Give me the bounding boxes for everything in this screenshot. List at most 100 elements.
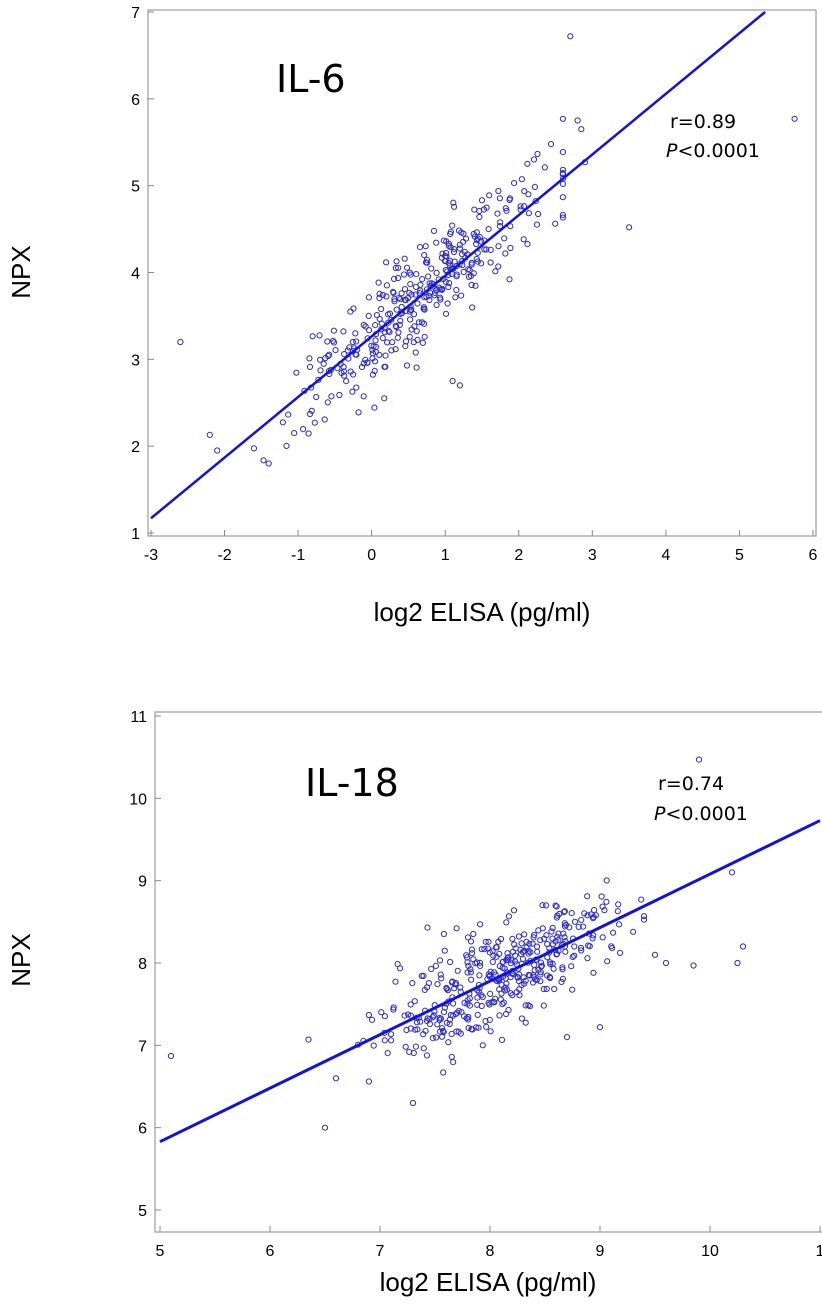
il6-data-point — [393, 258, 400, 265]
il18-data-point — [543, 985, 550, 993]
il6-data-point — [442, 266, 449, 274]
il18-data-point — [422, 1027, 429, 1035]
il18-data-point — [534, 948, 541, 955]
il18-data-point — [568, 910, 575, 917]
il18-data-point — [525, 971, 533, 978]
il18-data-point — [556, 910, 563, 918]
il6-data-point — [398, 290, 405, 297]
il18-data-point — [465, 1013, 472, 1021]
il18-x-tick-label: 1 — [816, 1243, 822, 1260]
il6-data-point — [458, 292, 465, 299]
il6-data-point — [503, 207, 510, 214]
il6-data-point — [320, 360, 327, 367]
il6-data-point — [442, 257, 449, 265]
il18-data-point — [412, 1043, 419, 1050]
il6-data-point — [442, 278, 449, 285]
il18-data-point — [503, 919, 510, 926]
il18-data-point — [455, 1007, 462, 1015]
il6-data-point — [317, 367, 324, 374]
il6-data-point — [502, 205, 509, 212]
il6-data-point — [419, 339, 426, 346]
il6-data-point — [501, 235, 508, 242]
il18-data-point — [388, 1037, 395, 1044]
il6-data-point — [474, 235, 481, 242]
il18-data-point — [466, 995, 473, 1002]
il18-data-point — [429, 1035, 436, 1042]
il6-data-point — [385, 319, 392, 326]
il18-data-point — [423, 1052, 431, 1059]
il6-data-point — [421, 333, 428, 340]
il6-data-point — [443, 253, 450, 260]
il6-data-point — [406, 333, 413, 340]
il18-data-point — [498, 1036, 506, 1044]
il18-data-point — [468, 946, 475, 953]
il18-data-point — [481, 946, 488, 953]
il18-data-point — [526, 1003, 534, 1010]
il6-data-point — [347, 368, 354, 375]
il18-data-point — [554, 912, 561, 919]
il18-x-axis-ticks: 5 6 7 8 9 10 1 — [156, 1226, 822, 1260]
il6-data-point — [559, 171, 567, 178]
il18-y-tick-label: 6 — [138, 1121, 147, 1138]
il6-y-tick-label: 5 — [131, 179, 140, 196]
il18-data-point — [465, 962, 472, 970]
il18-data-point — [510, 907, 518, 914]
il6-data-point — [392, 264, 399, 271]
il18-data-point — [448, 1030, 455, 1038]
il18-data-point — [473, 959, 481, 966]
il6-data-point — [349, 338, 356, 346]
il18-x-tick-label: 5 — [156, 1243, 165, 1260]
il6-data-point — [340, 328, 347, 335]
il6-x-tick-label: 5 — [735, 547, 744, 564]
il6-data-point — [534, 150, 541, 158]
il6-data-point — [395, 329, 402, 336]
il6-data-point — [365, 294, 372, 301]
il18-plot-frame — [154, 711, 822, 1233]
il6-y-tick-label: 1 — [131, 526, 140, 543]
il6-x-tick-label: -2 — [217, 547, 231, 564]
il18-data-point — [466, 1002, 473, 1009]
il18-data-point — [464, 934, 472, 941]
il18-data-point — [537, 937, 544, 944]
il18-data-point — [509, 935, 516, 943]
il6-data-point — [330, 327, 337, 334]
il18-data-point — [463, 1015, 470, 1022]
il6-data-point — [517, 203, 524, 210]
il18-data-point — [604, 958, 611, 965]
il6-data-point — [468, 281, 475, 289]
il6-data-point — [494, 210, 501, 217]
il18-data-point — [561, 923, 569, 930]
il6-data-point — [321, 416, 328, 423]
il18-data-point — [370, 1042, 377, 1049]
il18-data-point — [495, 938, 502, 945]
il18-data-point — [553, 903, 560, 910]
il6-data-point — [485, 226, 492, 233]
il6-data-point — [472, 282, 479, 289]
il18-data-point — [436, 1014, 443, 1022]
il6-data-point — [450, 199, 457, 206]
il18-x-axis-title: log2 ELISA (pg/ml) — [380, 1267, 597, 1297]
il6-data-point — [506, 276, 513, 283]
il18-data-point — [167, 1052, 175, 1060]
il18-data-point — [509, 992, 516, 999]
il6-data-point — [372, 337, 379, 344]
il6-data-point — [507, 244, 514, 252]
il6-x-tick-label: 1 — [441, 547, 450, 564]
il18-data-point — [446, 1020, 453, 1028]
il6-data-point — [393, 306, 400, 313]
il6-x-tick-label: 3 — [588, 547, 597, 564]
il6-data-point — [385, 311, 392, 318]
il18-data-point — [543, 902, 550, 909]
il6-data-point — [443, 249, 450, 257]
il6-data-point — [379, 335, 386, 342]
il18-data-point — [527, 949, 534, 956]
il6-data-point — [358, 364, 366, 371]
il18-data-point — [519, 955, 527, 963]
il18-data-point — [467, 938, 475, 945]
il18-data-point — [533, 943, 541, 950]
il18-data-point — [381, 1013, 388, 1020]
il6-data-point — [476, 207, 483, 215]
il6-data-point — [433, 286, 440, 293]
il18-data-point — [394, 961, 401, 968]
